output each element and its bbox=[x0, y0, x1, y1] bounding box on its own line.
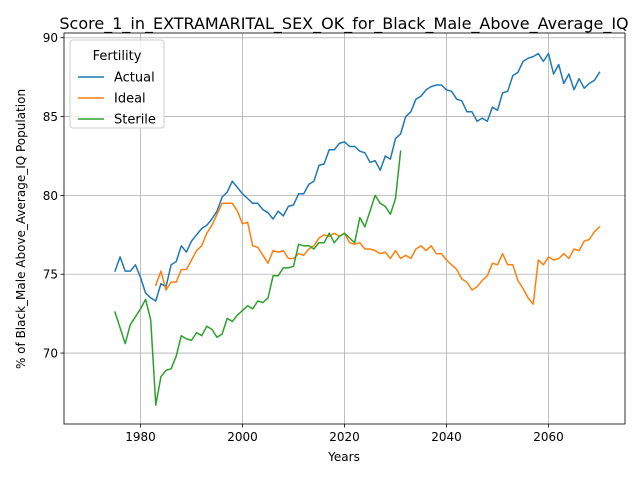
y-axis-ticks: 70 75 80 85 90 bbox=[43, 31, 64, 361]
series-line-actual bbox=[114, 52, 601, 302]
x-tick-label-3: 2040 bbox=[431, 430, 462, 444]
grid-lines bbox=[64, 33, 625, 424]
y-axis-label: % of Black_Male Above_Average_IQ Populat… bbox=[14, 89, 28, 369]
legend-label-actual: Actual bbox=[114, 71, 155, 86]
legend: Fertility Actual Ideal Sterile bbox=[69, 39, 165, 129]
legend-title: Fertility bbox=[93, 49, 142, 64]
series-line-sterile bbox=[114, 150, 402, 406]
y-tick-label-1: 75 bbox=[43, 268, 58, 282]
chart-title: Score_1_in_EXTRAMARITAL_SEX_OK_for_Black… bbox=[59, 14, 628, 34]
legend-label-sterile: Sterile bbox=[114, 113, 156, 128]
legend-box bbox=[69, 39, 165, 129]
x-tick-label-0: 1980 bbox=[125, 430, 156, 444]
x-tick-label-2: 2020 bbox=[329, 430, 360, 444]
y-tick-label-0: 70 bbox=[43, 347, 58, 361]
y-tick-label-3: 85 bbox=[43, 110, 58, 124]
x-axis-label: Years bbox=[327, 450, 360, 464]
series-layer bbox=[114, 52, 601, 406]
x-tick-label-4: 2060 bbox=[533, 430, 564, 444]
legend-items: Actual Ideal Sterile bbox=[78, 71, 156, 128]
x-tick-label-1: 2000 bbox=[227, 430, 258, 444]
x-axis-ticks: 1980 2000 2020 2040 2060 bbox=[125, 424, 564, 444]
series-line-ideal bbox=[154, 202, 601, 305]
legend-label-ideal: Ideal bbox=[114, 92, 146, 107]
y-tick-label-2: 80 bbox=[43, 189, 58, 203]
y-tick-label-4: 90 bbox=[43, 31, 58, 45]
